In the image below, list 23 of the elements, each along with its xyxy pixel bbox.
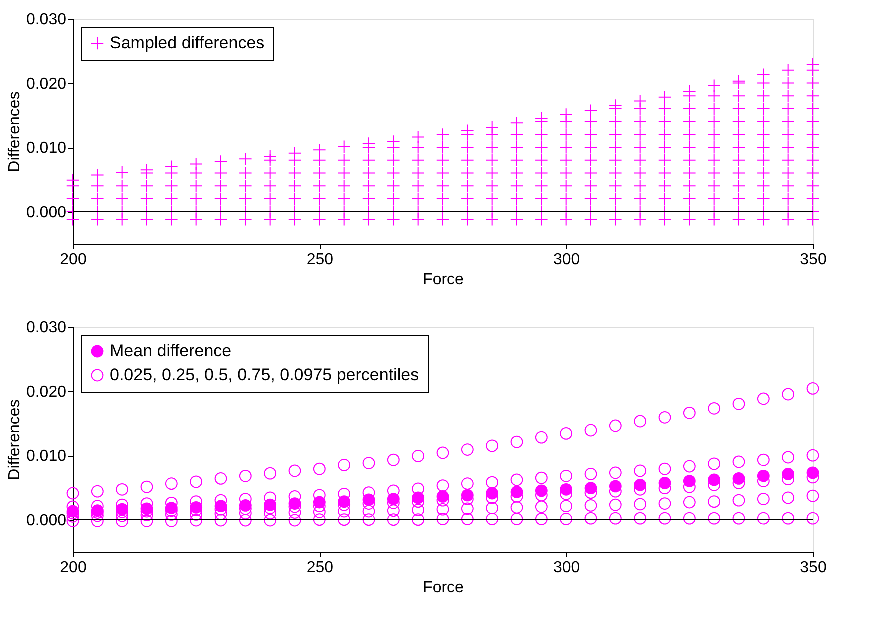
y-tick-label: 0.000: [26, 204, 67, 222]
x-tick-label: 350: [800, 252, 827, 268]
y-tick-label: 0.020: [26, 384, 67, 401]
x-tick-label: 350: [800, 560, 827, 576]
y-axis-title: Differences: [6, 400, 24, 480]
x-tick-label: 200: [60, 252, 87, 268]
x-tick-label: 300: [553, 252, 580, 268]
x-tick-label: 200: [60, 560, 87, 576]
y-tick-label: 0.010: [26, 448, 67, 466]
y-tick-label: 0.020: [26, 76, 67, 93]
legend-label: Mean difference: [110, 342, 232, 360]
legend-label: 0.025, 0.25, 0.5, 0.75, 0.0975 percentiles: [110, 366, 420, 384]
x-tick-label: 250: [306, 560, 334, 576]
legend-label: Sampled differences: [110, 34, 265, 52]
y-tick-label: 0.000: [26, 512, 67, 530]
x-axis-title: Force: [423, 272, 464, 288]
x-tick-label: 300: [553, 560, 580, 576]
x-axis-title: Force: [423, 580, 464, 596]
y-tick-label: 0.010: [26, 140, 67, 158]
y-tick-label: 0.030: [26, 12, 67, 28]
y-axis-title: Differences: [6, 92, 24, 172]
y-tick-label: 0.030: [26, 320, 67, 336]
x-tick-label: 250: [306, 252, 334, 268]
